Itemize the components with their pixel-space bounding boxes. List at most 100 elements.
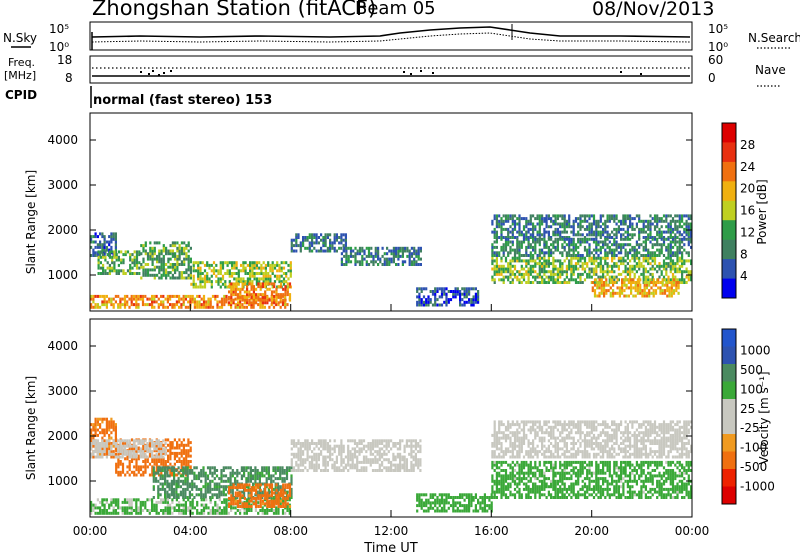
heatmap-cell <box>395 249 398 253</box>
heatmap-cell <box>241 494 244 498</box>
heatmap-cell <box>340 260 343 264</box>
heatmap-cell <box>565 237 568 241</box>
heatmap-cell <box>326 236 329 239</box>
heatmap-cell <box>520 245 523 249</box>
heatmap-cell <box>164 482 167 486</box>
heatmap-cell <box>340 452 343 456</box>
heatmap-cell <box>292 249 296 253</box>
heatmap-cell <box>99 243 102 247</box>
heatmap-cell <box>665 267 668 271</box>
heatmap-cell <box>534 225 537 229</box>
heatmap-cell <box>408 254 411 258</box>
heatmap-cell <box>667 264 670 268</box>
heatmap-cell <box>139 503 142 507</box>
heatmap-cell <box>135 250 139 254</box>
heatmap-cell <box>101 442 104 445</box>
heatmap-cell <box>101 498 104 502</box>
heatmap-cell <box>617 272 620 276</box>
heatmap-cell <box>588 248 591 252</box>
heatmap-cell <box>675 289 678 293</box>
heatmap-cell <box>130 444 133 448</box>
heatmap-cell <box>295 469 298 472</box>
heatmap-cell <box>559 225 562 229</box>
heatmap-cell <box>261 494 264 498</box>
heatmap-cell <box>162 460 165 463</box>
heatmap-cell <box>254 297 257 301</box>
heatmap-cell <box>246 301 249 305</box>
heatmap-cell <box>463 292 466 296</box>
heatmap-cell <box>651 254 654 257</box>
heatmap-cell <box>187 249 190 253</box>
heatmap-cell <box>271 272 274 275</box>
heatmap-cell <box>626 233 629 237</box>
heatmap-cell <box>180 443 183 447</box>
heatmap-cell <box>176 265 179 269</box>
heatmap-cell <box>404 249 407 253</box>
heatmap-cell <box>660 219 663 223</box>
heatmap-cell <box>500 267 503 271</box>
heatmap-cell <box>197 471 201 475</box>
heatmap-cell <box>474 298 477 302</box>
heatmap-cell <box>491 251 494 255</box>
heatmap-cell <box>241 303 244 307</box>
heatmap-cell <box>493 230 496 234</box>
heatmap-cell <box>645 286 648 290</box>
heatmap-cell <box>225 500 228 504</box>
heatmap-cell <box>649 272 652 276</box>
heatmap-cell <box>99 294 102 298</box>
heatmap-cell <box>162 265 165 269</box>
heatmap-cell <box>452 292 455 296</box>
heatmap-cell <box>372 260 375 264</box>
heatmap-cell <box>173 482 176 486</box>
heatmap-cell <box>151 246 154 250</box>
heatmap-cell <box>311 466 314 470</box>
heatmap-cell <box>171 473 174 477</box>
heatmap-cell <box>90 442 93 445</box>
heatmap-cell <box>185 268 188 272</box>
heatmap-cell <box>182 479 185 483</box>
heatmap-cell <box>678 225 681 229</box>
heatmap-cell <box>516 256 519 260</box>
heatmap-cell <box>108 266 111 270</box>
heatmap-cell <box>225 297 228 301</box>
heatmap-cell <box>270 477 273 481</box>
heatmap-cell <box>153 252 156 256</box>
heatmap-cell <box>153 246 156 250</box>
heatmap-cell <box>313 447 316 451</box>
heatmap-cell <box>108 250 111 254</box>
heatmap-cell <box>137 446 140 450</box>
heatmap-cell <box>335 238 338 242</box>
heatmap-cell <box>367 254 371 258</box>
heatmap-cell <box>491 259 494 263</box>
heatmap-cell <box>216 511 219 515</box>
heatmap-cell <box>522 259 526 263</box>
heatmap-cell <box>228 488 231 492</box>
heatmap-cell <box>565 275 568 279</box>
heatmap-cell <box>159 487 162 491</box>
heatmap-cell <box>160 303 163 307</box>
heatmap-cell <box>678 251 681 255</box>
heatmap-cell <box>234 479 237 483</box>
heatmap-cell <box>324 447 327 451</box>
heatmap-cell <box>538 248 541 252</box>
heatmap-cell <box>138 250 141 254</box>
heatmap-cell <box>249 274 252 278</box>
heatmap-cell <box>228 272 231 275</box>
heatmap-cell <box>171 276 174 280</box>
heatmap-cell <box>356 469 359 472</box>
heatmap-cell <box>99 232 102 236</box>
heatmap-cell <box>631 217 634 221</box>
heatmap-cell <box>527 267 530 271</box>
heatmap-cell <box>663 278 667 282</box>
heatmap-cell <box>192 274 195 278</box>
heatmap-cell <box>99 305 102 309</box>
heatmap-cell <box>419 246 422 250</box>
heatmap-cell <box>340 246 343 250</box>
heatmap-cell <box>189 506 192 510</box>
heatmap-cell <box>166 493 169 497</box>
heatmap-cell <box>659 289 662 293</box>
heatmap-cell <box>96 254 99 257</box>
heatmap-cell <box>284 305 287 309</box>
heatmap-cell <box>286 506 289 510</box>
heatmap-cell <box>113 253 116 257</box>
